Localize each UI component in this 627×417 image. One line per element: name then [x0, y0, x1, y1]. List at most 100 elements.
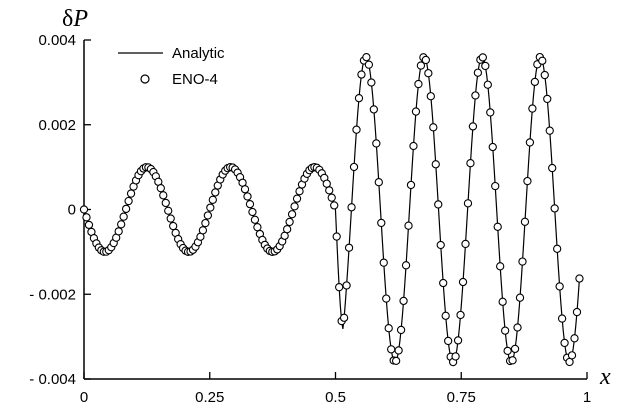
eno4-point	[330, 201, 339, 210]
eno4-point	[461, 239, 470, 249]
x-tick-label: 0.75	[447, 389, 476, 406]
eno4-point	[444, 336, 453, 346]
eno4-point	[528, 104, 537, 113]
eno4-point	[550, 204, 559, 213]
eno4-point	[525, 138, 535, 147]
y-tick-label: - 0.004	[29, 371, 76, 388]
eno4-point	[439, 278, 448, 288]
eno4-point	[166, 214, 175, 223]
eno4-point	[429, 123, 438, 132]
eno4-point	[335, 283, 344, 292]
eno4-point	[354, 93, 364, 103]
eno4-point	[560, 338, 569, 348]
eno4-point	[481, 61, 490, 71]
eno4-point	[401, 261, 411, 270]
y-tick-label: 0	[68, 202, 76, 219]
eno4-point	[290, 202, 299, 211]
eno4-point	[387, 345, 396, 354]
y-tick-label: 0.004	[38, 32, 76, 49]
eno4-point	[426, 92, 435, 101]
eno4-point	[201, 218, 210, 228]
eno4-point	[82, 213, 91, 222]
eno4-point	[362, 53, 371, 62]
eno4-point	[523, 176, 532, 186]
eno4-point	[538, 56, 547, 65]
eno4-point	[292, 194, 302, 203]
eno4-point	[431, 160, 440, 169]
eno4-point	[491, 181, 500, 191]
eno4-point	[471, 91, 480, 100]
eno4-point	[357, 70, 366, 79]
eno4-point	[451, 352, 460, 361]
eno4-point	[548, 163, 557, 173]
eno4-point	[404, 221, 413, 230]
eno4-point	[510, 344, 520, 354]
x-tick-label: 0	[80, 389, 88, 406]
eno4-point	[498, 297, 507, 306]
eno4-point	[198, 226, 208, 235]
eno4-point	[379, 258, 388, 267]
series-analytic-line	[83, 56, 581, 363]
eno4-point	[545, 126, 554, 135]
eno4-point	[253, 223, 262, 232]
eno4-point	[557, 314, 567, 323]
eno4-point	[352, 125, 361, 134]
eno4-point	[156, 184, 165, 193]
eno4-point	[486, 108, 495, 117]
legend: Analytic ENO-4	[118, 45, 225, 88]
eno4-point	[84, 220, 94, 230]
eno4-point	[327, 193, 336, 202]
eno4-point	[473, 68, 483, 77]
eno4-point	[369, 105, 378, 114]
x-tick-label: 1	[583, 389, 591, 406]
eno4-point	[372, 139, 381, 148]
eno4-point	[434, 200, 443, 209]
eno4-point	[114, 227, 123, 236]
eno4-point	[285, 217, 294, 227]
eno4-point	[374, 178, 383, 187]
eno4-point	[243, 192, 252, 201]
eno4-point	[416, 61, 426, 70]
eno4-point	[488, 142, 497, 152]
eno4-point	[518, 257, 527, 266]
eno4-point	[377, 218, 386, 228]
eno4-point	[453, 336, 463, 345]
eno4-point	[441, 311, 450, 320]
eno4-point	[508, 356, 517, 365]
eno4-point	[211, 188, 220, 197]
legend-analytic-label: Analytic	[172, 45, 225, 62]
eno4-point	[391, 356, 401, 366]
eno4-point	[396, 325, 406, 335]
eno4-point	[250, 215, 260, 224]
eno4-point	[567, 351, 577, 360]
eno4-point	[124, 196, 133, 206]
x-tick-label: 0.25	[195, 389, 224, 406]
eno4-point	[295, 187, 304, 196]
eno4-point	[478, 53, 487, 62]
eno4-point	[325, 186, 334, 195]
eno4-point	[349, 162, 359, 172]
legend-eno4-marker	[140, 74, 150, 84]
eno4-point	[121, 204, 131, 214]
eno4-point	[406, 180, 416, 190]
eno4-point	[575, 274, 584, 283]
eno4-point	[203, 211, 213, 220]
eno4-point	[513, 323, 522, 332]
eno4-point	[540, 70, 549, 80]
eno4-point	[384, 324, 393, 333]
y-axis-title: δP	[62, 6, 88, 32]
eno4-point	[344, 243, 354, 252]
eno4-point	[367, 78, 376, 87]
eno4-point	[126, 189, 136, 198]
eno4-point	[282, 225, 292, 234]
eno4-point	[466, 159, 475, 168]
y-tick-label: - 0.002	[29, 286, 76, 303]
eno4-point	[463, 199, 473, 208]
eno4-point	[411, 107, 421, 116]
eno4-point	[570, 334, 579, 343]
eno4-point	[424, 69, 433, 78]
eno4-point	[414, 79, 423, 89]
eno4-point	[117, 220, 126, 229]
eno4-point	[347, 203, 356, 212]
